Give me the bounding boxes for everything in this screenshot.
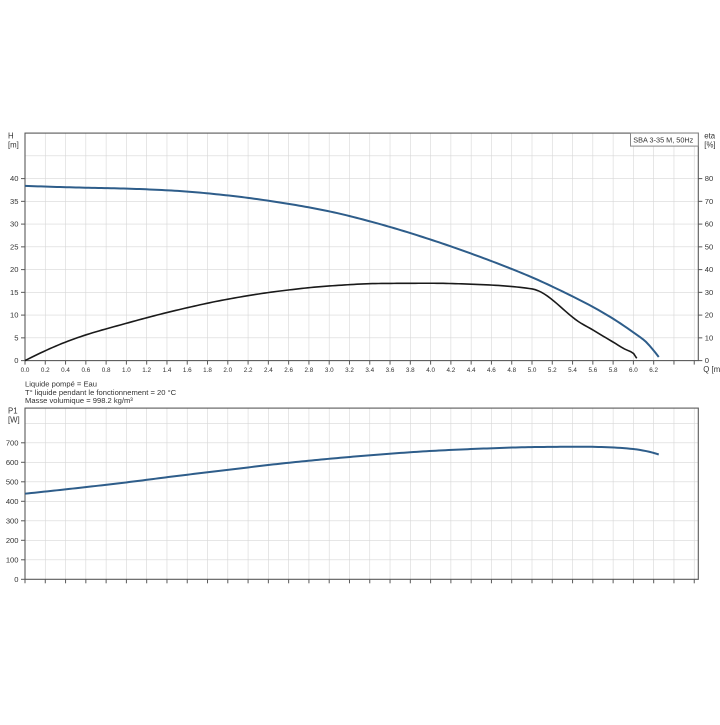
svg-text:50: 50 — [705, 242, 713, 251]
svg-text:2.2: 2.2 — [244, 367, 253, 374]
svg-text:3.2: 3.2 — [345, 367, 354, 374]
svg-text:600: 600 — [6, 458, 19, 467]
svg-text:6.2: 6.2 — [649, 367, 658, 374]
svg-text:SBA 3-35 M, 50Hz: SBA 3-35 M, 50Hz — [633, 135, 693, 144]
svg-text:0: 0 — [14, 356, 18, 365]
svg-text:25: 25 — [10, 242, 18, 251]
svg-text:Masse volumique = 998.2 kg/m³: Masse volumique = 998.2 kg/m³ — [25, 396, 133, 405]
svg-text:3.4: 3.4 — [365, 367, 374, 374]
svg-text:40: 40 — [10, 174, 18, 183]
svg-text:[W]: [W] — [8, 416, 20, 425]
svg-text:[m]: [m] — [8, 141, 19, 150]
svg-text:Q [m³/h]: Q [m³/h] — [703, 365, 720, 374]
svg-text:70: 70 — [705, 197, 713, 206]
svg-text:2.6: 2.6 — [284, 367, 293, 374]
svg-text:2.4: 2.4 — [264, 367, 273, 374]
svg-text:4.2: 4.2 — [446, 367, 455, 374]
svg-text:300: 300 — [6, 516, 19, 525]
svg-text:20: 20 — [705, 311, 713, 320]
svg-text:0.2: 0.2 — [41, 367, 50, 374]
svg-text:5.2: 5.2 — [548, 367, 557, 374]
svg-text:400: 400 — [6, 497, 19, 506]
svg-text:1.6: 1.6 — [183, 367, 192, 374]
svg-text:10: 10 — [10, 311, 18, 320]
svg-text:0.4: 0.4 — [61, 367, 70, 374]
svg-text:0.6: 0.6 — [81, 367, 90, 374]
svg-text:P1: P1 — [8, 407, 18, 416]
svg-text:0: 0 — [14, 575, 18, 584]
svg-text:0.8: 0.8 — [102, 367, 111, 374]
svg-text:3.6: 3.6 — [386, 367, 395, 374]
svg-text:20: 20 — [10, 265, 18, 274]
svg-text:35: 35 — [10, 197, 18, 206]
svg-text:5.6: 5.6 — [588, 367, 597, 374]
svg-text:4.0: 4.0 — [426, 367, 435, 374]
svg-text:1.0: 1.0 — [122, 367, 131, 374]
svg-text:2.0: 2.0 — [223, 367, 232, 374]
svg-text:500: 500 — [6, 477, 19, 486]
svg-text:1.8: 1.8 — [203, 367, 212, 374]
svg-text:[%]: [%] — [704, 141, 715, 150]
svg-text:60: 60 — [705, 220, 713, 229]
svg-text:15: 15 — [10, 288, 18, 297]
svg-text:100: 100 — [6, 555, 19, 564]
svg-text:3.8: 3.8 — [406, 367, 415, 374]
svg-text:eta: eta — [704, 132, 716, 141]
svg-text:700: 700 — [6, 438, 19, 447]
svg-text:30: 30 — [10, 220, 18, 229]
svg-text:H: H — [8, 132, 14, 141]
svg-text:5.0: 5.0 — [528, 367, 537, 374]
svg-text:2.8: 2.8 — [305, 367, 314, 374]
svg-text:1.4: 1.4 — [163, 367, 172, 374]
svg-text:1.2: 1.2 — [142, 367, 151, 374]
svg-text:4.4: 4.4 — [467, 367, 476, 374]
svg-text:0: 0 — [705, 356, 709, 365]
svg-text:5: 5 — [14, 333, 18, 342]
svg-text:6.0: 6.0 — [629, 367, 638, 374]
svg-text:30: 30 — [705, 288, 713, 297]
svg-text:40: 40 — [705, 265, 713, 274]
svg-text:5.8: 5.8 — [609, 367, 618, 374]
svg-text:4.6: 4.6 — [487, 367, 496, 374]
svg-text:10: 10 — [705, 333, 713, 342]
svg-text:3.0: 3.0 — [325, 367, 334, 374]
svg-text:200: 200 — [6, 536, 19, 545]
svg-text:5.4: 5.4 — [568, 367, 577, 374]
svg-text:80: 80 — [705, 174, 713, 183]
svg-text:4.8: 4.8 — [507, 367, 516, 374]
svg-text:0.0: 0.0 — [21, 367, 30, 374]
